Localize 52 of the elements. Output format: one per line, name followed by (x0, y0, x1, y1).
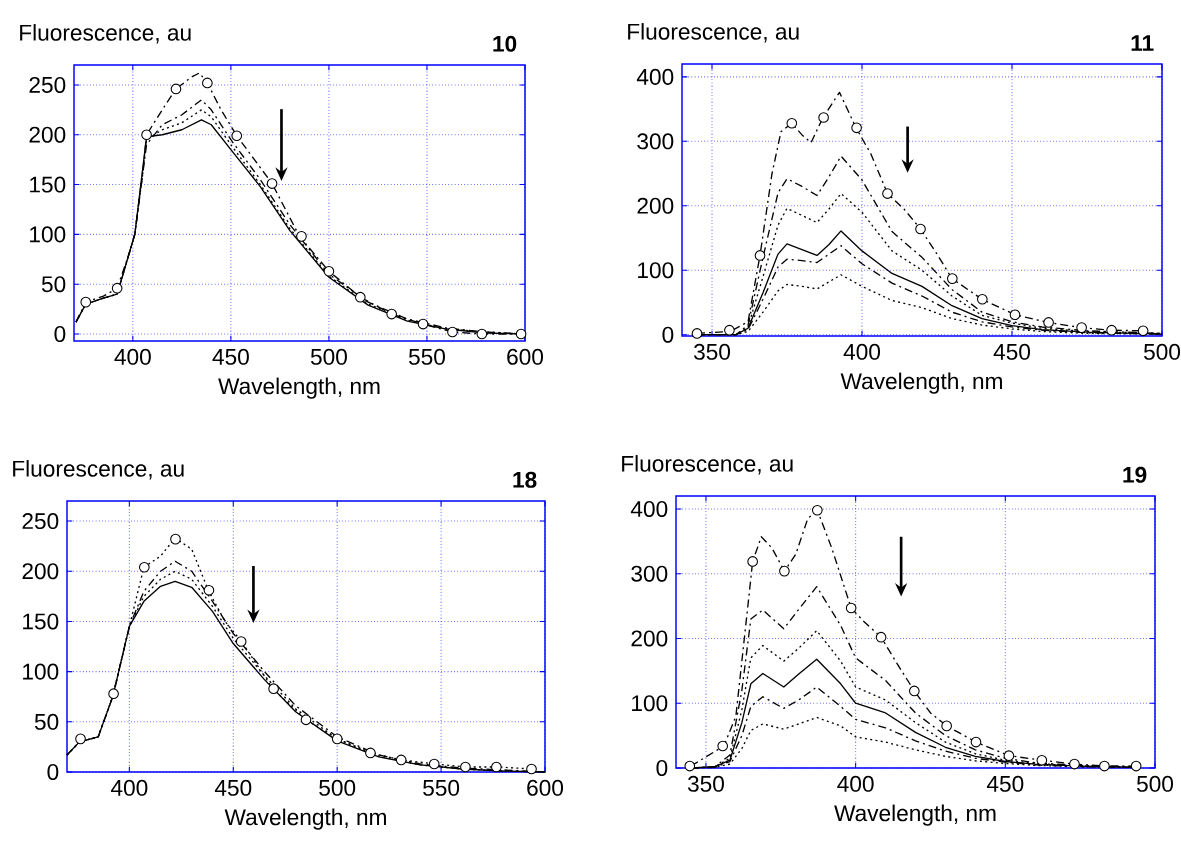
y-tick-label: 50 (41, 276, 66, 293)
x-tick-label: 400 (114, 348, 151, 365)
y-tick-label: 250 (29, 76, 66, 93)
y-tick-label: 100 (638, 262, 674, 279)
x-axis-title: Wavelength, nm (840, 372, 1002, 394)
x-tick-label: 450 (986, 775, 1024, 792)
x-tick-label: 400 (837, 775, 874, 792)
x-tick-label: 350 (687, 775, 724, 792)
x-tick-label: 350 (693, 343, 731, 360)
x-tick-label: 400 (110, 779, 148, 796)
x-axis-title: Wavelength, nm (834, 804, 996, 826)
x-tick-label: 500 (1136, 775, 1174, 792)
y-tick-label: 150 (30, 176, 66, 193)
y-tick-label: 0 (54, 325, 66, 343)
x-tick-label: 500 (1144, 343, 1181, 360)
x-axis-title: Wavelength, nm (224, 808, 386, 830)
y-axis-title: Fluorescence, au (622, 455, 793, 475)
y-tick-label: 300 (637, 133, 674, 150)
y-tick-label: 200 (631, 630, 668, 647)
y-axis-title: Fluorescence, au (628, 23, 799, 43)
x-tick-label: 450 (993, 343, 1031, 360)
chart-title: 19 (1123, 466, 1147, 483)
y-tick-label: 300 (631, 565, 668, 582)
x-tick-label: 550 (408, 348, 445, 365)
y-tick-label: 400 (636, 68, 674, 85)
y-tick-label: 150 (23, 613, 59, 630)
chart-title: 10 (493, 35, 517, 52)
y-tick-label: 50 (34, 713, 59, 730)
y-tick-label: 400 (630, 500, 668, 517)
chart-title: 18 (513, 471, 537, 488)
y-tick-label: 0 (662, 326, 674, 343)
y-tick-label: 0 (47, 763, 59, 781)
x-tick-label: 550 (423, 779, 460, 796)
x-axis-title: Wavelength, nm (218, 377, 380, 399)
y-tick-label: 0 (656, 759, 668, 777)
y-axis-title: Fluorescence, au (13, 460, 184, 480)
x-tick-label: 450 (214, 779, 252, 796)
x-tick-label: 600 (527, 779, 564, 796)
y-tick-label: 100 (30, 226, 66, 243)
y-axis-title: Fluorescence, au (20, 24, 191, 44)
x-tick-label: 500 (319, 779, 356, 796)
y-tick-label: 100 (632, 695, 668, 712)
y-tick-label: 200 (22, 563, 59, 580)
y-tick-label: 100 (23, 663, 59, 680)
y-tick-label: 250 (22, 513, 59, 530)
chart-title: 11 (1131, 35, 1154, 51)
y-tick-label: 200 (29, 126, 66, 143)
x-tick-label: 500 (310, 348, 347, 365)
x-tick-label: 400 (843, 343, 881, 360)
x-tick-label: 450 (212, 348, 249, 365)
x-tick-label: 600 (507, 348, 544, 365)
y-tick-label: 200 (637, 197, 674, 214)
